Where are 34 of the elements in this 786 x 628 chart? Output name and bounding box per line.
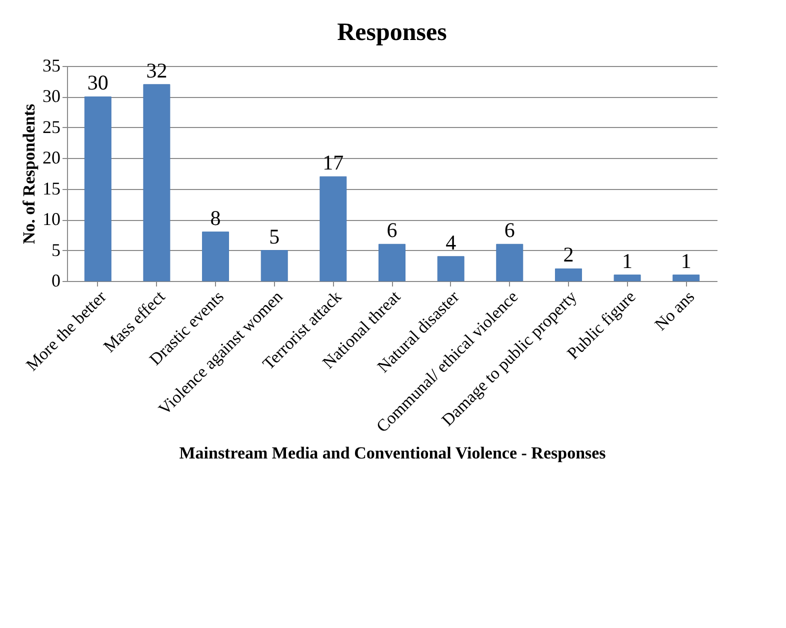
y-tick-label: 0 [52,270,60,290]
data-label: 6 [504,218,515,242]
y-tick-label: 35 [42,56,60,76]
data-label: 8 [210,206,221,230]
bar [84,96,112,282]
data-label: 2 [563,242,574,267]
bar [672,274,700,282]
bar [378,244,406,282]
bar [320,176,347,282]
y-tick-label: 15 [42,178,60,198]
y-tick-label: 25 [42,116,60,137]
bar [437,256,464,282]
data-label: 17 [322,150,344,175]
y-axis-title: No. of Respondents [20,103,38,244]
data-label: 1 [680,248,692,273]
data-label: 1 [622,248,633,273]
bar [496,244,524,282]
bar [554,268,582,282]
x-tick-label: No ans [650,287,698,334]
y-tick-label: 20 [42,148,60,168]
data-label: 5 [269,224,280,248]
y-tick-label: 10 [42,209,60,230]
data-label: 30 [87,70,108,95]
y-tick-label: 5 [52,240,60,260]
bar [614,274,641,282]
x-axis-title: Mainstream Media and Conventional Violence - Responses [179,443,606,462]
bar [143,84,170,282]
data-label: 6 [386,218,398,242]
bar [202,232,230,282]
data-label: 4 [446,230,457,254]
y-tick-label: 30 [42,86,60,106]
data-label: 32 [146,58,168,82]
chart-title: Responses [337,19,448,46]
bar [260,250,288,282]
